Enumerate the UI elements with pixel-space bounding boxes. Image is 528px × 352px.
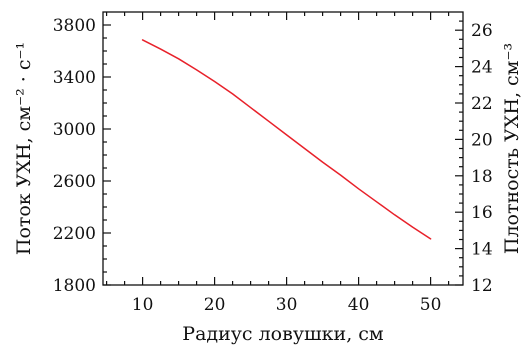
y2-tick-label: 26 [471, 21, 493, 41]
y2-tick-label: 22 [471, 94, 493, 114]
y-tick-label: 1800 [53, 276, 96, 296]
y-axis-label: Поток УХН, см⁻² · с⁻¹ [13, 42, 35, 255]
x-tick-label: 20 [204, 295, 226, 315]
y-tick-label: 2200 [53, 224, 96, 244]
y2-axis-label: Плотность УХН, см⁻³ [501, 43, 523, 254]
y-tick-label: 3000 [53, 120, 96, 140]
y-tick-label: 3400 [53, 68, 96, 88]
series-layer [141, 39, 432, 240]
y2-tick-label: 18 [471, 167, 493, 187]
labels-layer: 10 20 30 40 50 1800 2200 2600 3000 3400 3800 12 14 16… [53, 16, 493, 315]
ticks-layer [103, 12, 463, 286]
y-tick-label: 2600 [53, 172, 96, 192]
x-axis-label: Радиус ловушки, см [182, 323, 384, 345]
y2-tick-label: 14 [471, 240, 493, 260]
plot-frame [102, 11, 464, 286]
x-tick-label: 30 [276, 295, 298, 315]
x-tick-label: 50 [420, 295, 442, 315]
x-tick-label: 40 [348, 295, 370, 315]
y2-tick-label: 24 [471, 58, 493, 78]
y2-tick-label: 20 [471, 130, 493, 150]
x-tick-label: 10 [132, 295, 154, 315]
series-line [141, 39, 432, 240]
y2-tick-label: 16 [471, 203, 493, 223]
y-tick-label: 3800 [53, 16, 96, 36]
y2-tick-label: 12 [471, 276, 493, 296]
